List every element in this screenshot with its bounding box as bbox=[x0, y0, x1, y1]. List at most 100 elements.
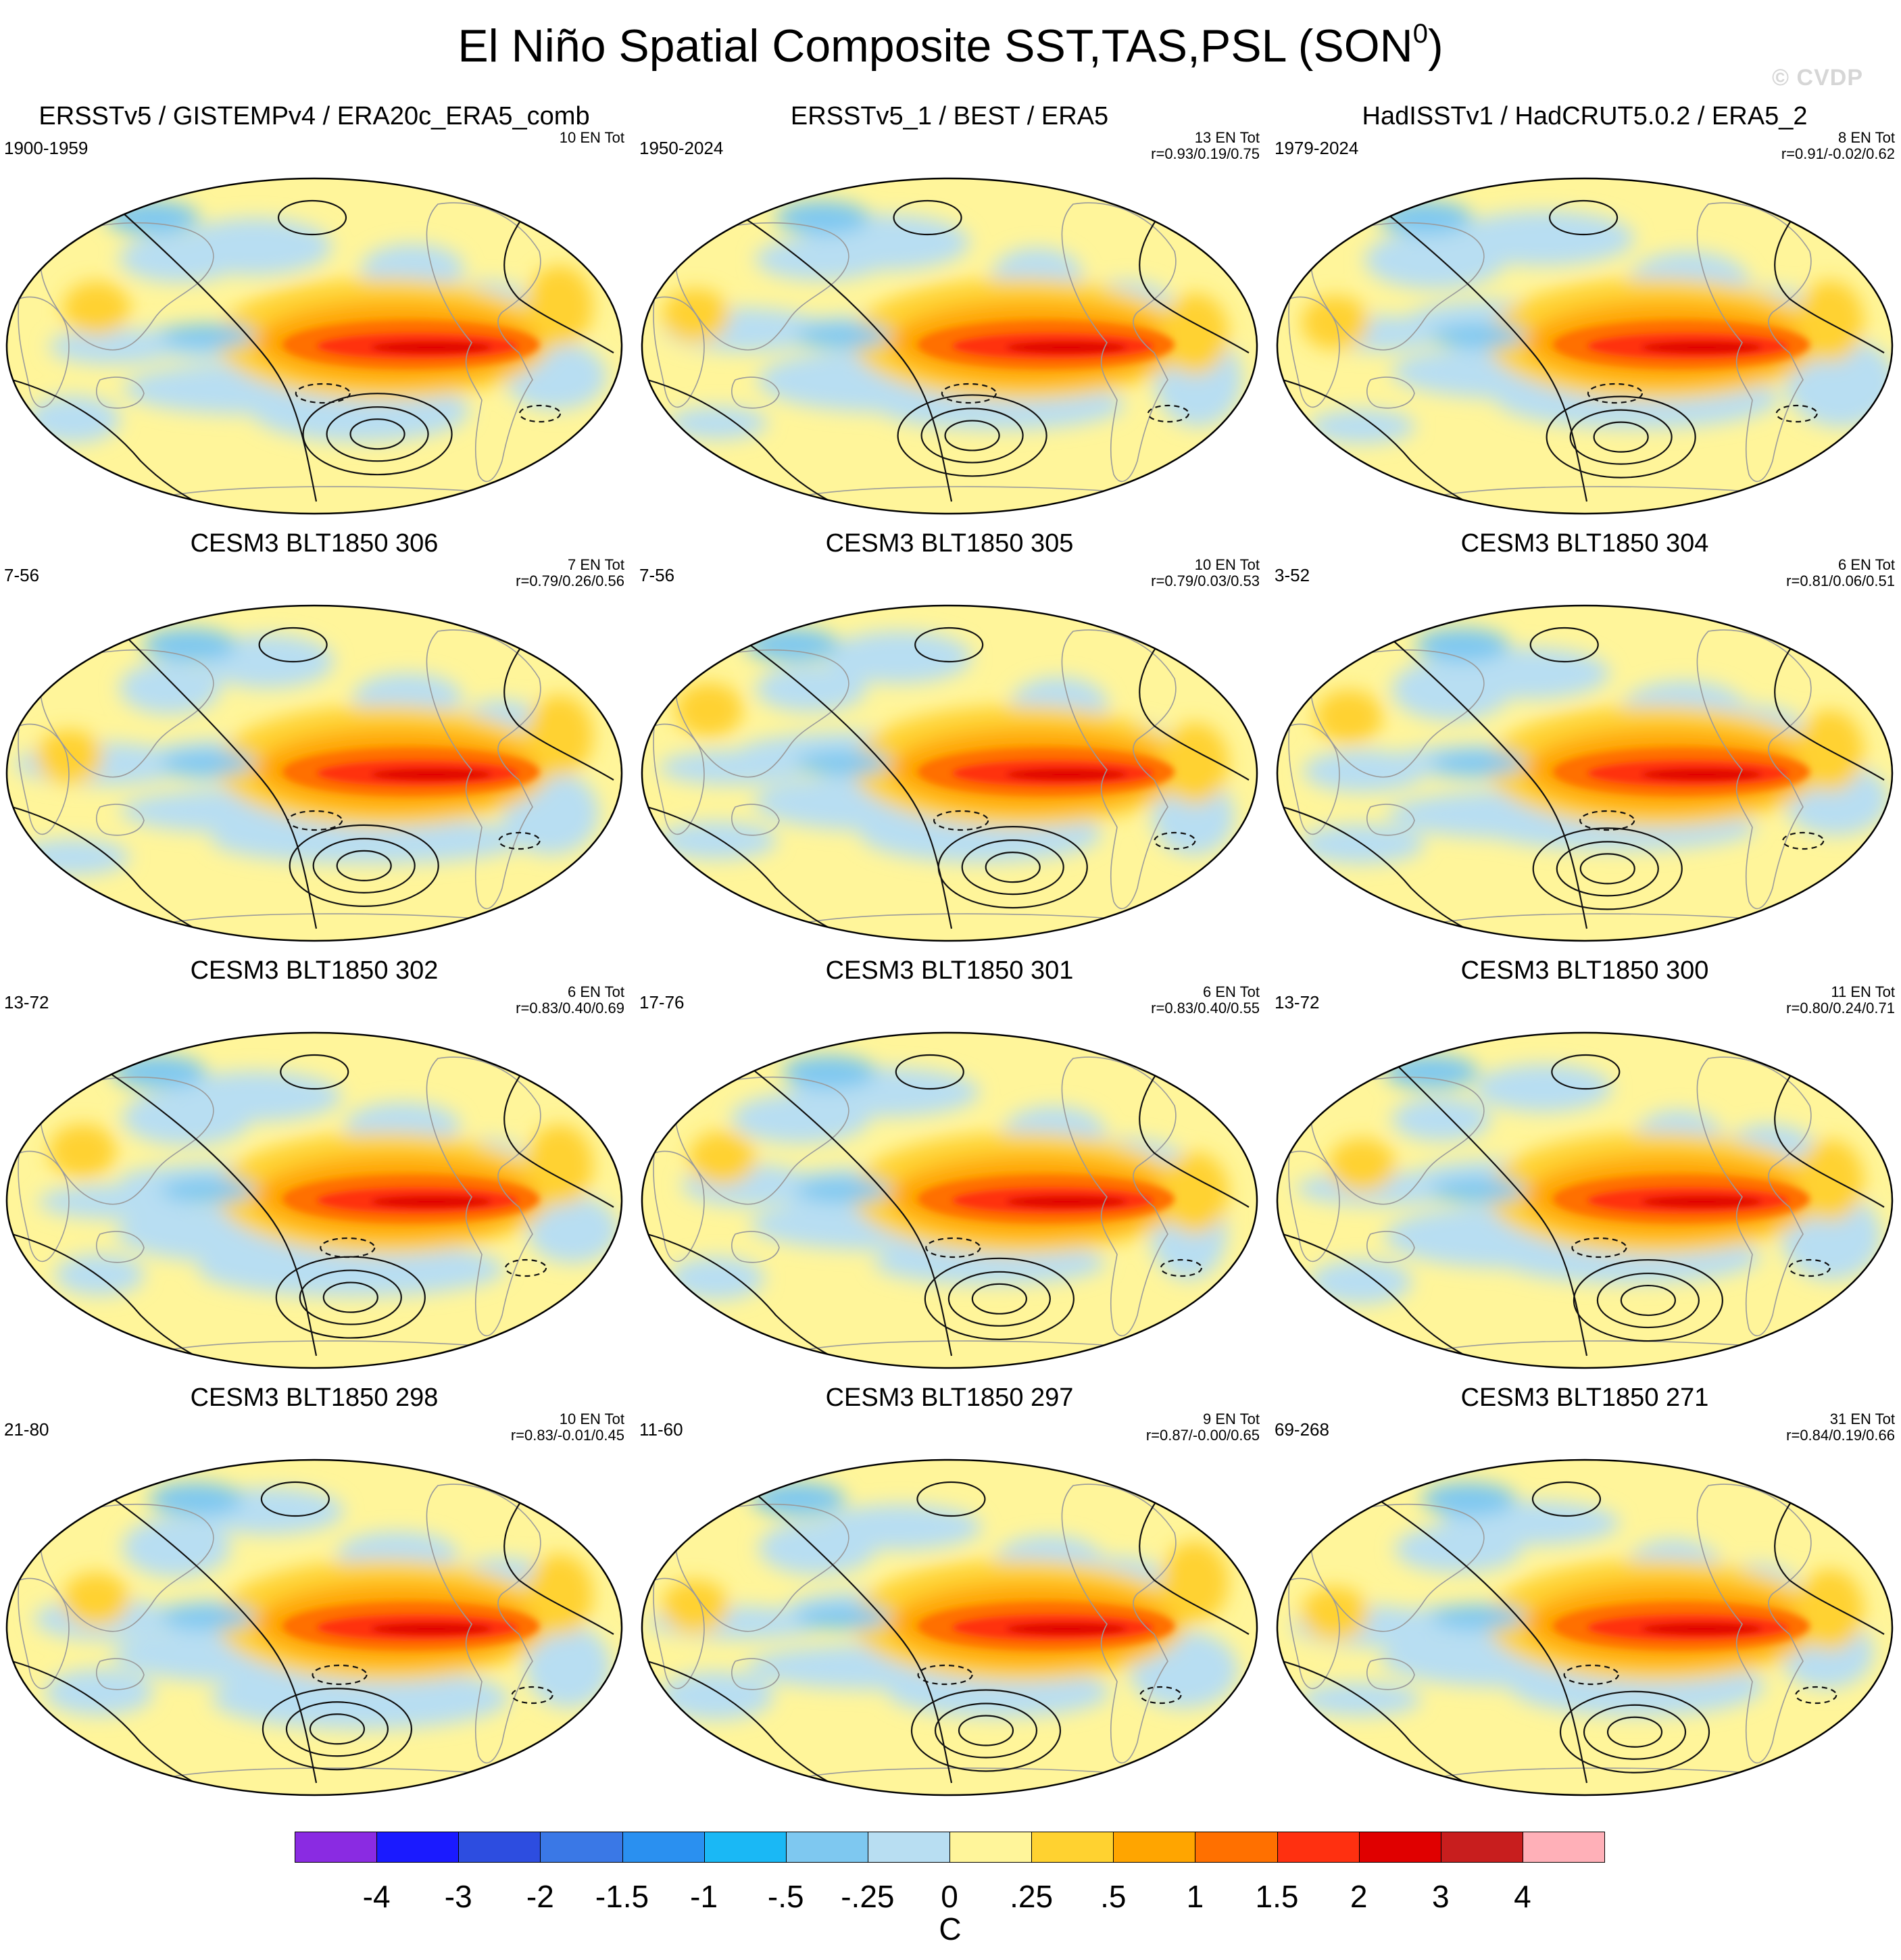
global-anomaly-map bbox=[641, 604, 1258, 942]
coastline-outline bbox=[731, 376, 780, 409]
psl-contour-negative bbox=[933, 810, 989, 831]
map-panel: CESM3 BLT1850 306 7-56 7 EN Tot r=0.79/0.26… bbox=[0, 529, 628, 948]
cool-anomaly-region bbox=[1421, 1482, 1516, 1516]
coastline-outline bbox=[1366, 804, 1415, 836]
panel-title: ERSSTv5 / GISTEMPv4 / ERA20c_ERA5_comb bbox=[39, 102, 590, 130]
cool-anomaly-region bbox=[1391, 1097, 1491, 1142]
psl-contour bbox=[985, 852, 1041, 883]
psl-contour bbox=[1389, 1058, 1588, 1356]
panel-stats: 13 EN Tot r=0.93/0.19/0.75 bbox=[1151, 130, 1260, 162]
panel-event-count: 9 EN Tot bbox=[1203, 1411, 1260, 1427]
cool-anomaly-region bbox=[211, 1667, 510, 1730]
map-panel: CESM3 BLT1850 304 3-52 6 EN Tot r=0.81/0.06… bbox=[1270, 529, 1899, 948]
coastline-outline bbox=[1366, 1658, 1415, 1690]
map-panel: HadISSTv1 / HadCRUT5.0.2 / ERA5_2 1979-20… bbox=[1270, 101, 1899, 520]
psl-contour-negative bbox=[1563, 1664, 1619, 1686]
coastline-outline bbox=[1061, 1484, 1177, 1764]
enso-warm-tongue bbox=[918, 1602, 1175, 1650]
globe-border bbox=[1276, 1459, 1894, 1796]
cool-anomaly-region bbox=[796, 751, 891, 775]
panel-title: CESM3 BLT1850 301 bbox=[825, 956, 1074, 985]
map-fill-layer bbox=[1277, 606, 1892, 941]
warm-anomaly-region bbox=[35, 729, 103, 784]
psl-contour bbox=[1356, 1485, 1588, 1784]
psl-contour bbox=[1282, 1660, 1479, 1790]
coastline-outline bbox=[96, 1231, 145, 1263]
psl-contour bbox=[934, 1702, 1038, 1759]
map-fill-layer bbox=[642, 178, 1257, 514]
cool-anomaly-region bbox=[668, 1256, 765, 1300]
coastline-outline bbox=[731, 1231, 780, 1263]
colorbar-tick-label: 1 bbox=[1186, 1879, 1204, 1914]
anomaly-field bbox=[1298, 628, 1890, 864]
psl-contour-negative bbox=[1587, 383, 1644, 404]
psl-contour-negative bbox=[941, 383, 997, 404]
cool-anomaly-region bbox=[119, 233, 243, 283]
warm-anomaly-region bbox=[1328, 1138, 1396, 1193]
psl-contour bbox=[1139, 1058, 1250, 1208]
coastline-outline bbox=[1696, 1484, 1812, 1764]
psl-contours bbox=[1282, 1054, 1885, 1363]
psl-contour-negative bbox=[511, 1686, 553, 1705]
psl-contour bbox=[924, 1257, 1075, 1340]
colorbar-tick-label: -1 bbox=[690, 1879, 718, 1914]
coastline-outline bbox=[1696, 629, 1812, 910]
psl-contour-negative bbox=[1775, 404, 1818, 423]
psl-contour bbox=[120, 631, 318, 929]
cool-anomaly-region bbox=[1391, 658, 1512, 721]
global-anomaly-map bbox=[641, 1459, 1258, 1796]
panel-title: CESM3 BLT1850 298 bbox=[190, 1383, 439, 1412]
map-fill-layer bbox=[1277, 1460, 1892, 1795]
psl-contour-negative bbox=[1160, 1258, 1202, 1277]
psl-contour-negative bbox=[504, 1258, 547, 1277]
map-fill-layer bbox=[7, 1033, 622, 1368]
psl-contour bbox=[961, 839, 1064, 896]
global-anomaly-map bbox=[1276, 1459, 1894, 1796]
warm-anomaly-region bbox=[1641, 768, 1762, 781]
warm-anomaly-region bbox=[61, 1572, 130, 1627]
psl-contour bbox=[1548, 199, 1619, 236]
coastline-outline bbox=[96, 1658, 145, 1690]
psl-contour bbox=[322, 1281, 378, 1313]
psl-contour bbox=[1139, 631, 1250, 781]
enso-warm-tongue bbox=[1553, 748, 1810, 796]
map-fill-layer bbox=[1277, 1033, 1892, 1368]
warm-anomaly-region bbox=[688, 1131, 756, 1185]
panel-event-count: 8 EN Tot bbox=[1838, 129, 1895, 146]
map-fill-layer bbox=[7, 178, 622, 514]
panel-event-count: 10 EN Tot bbox=[559, 1411, 624, 1427]
colorbar-swatch bbox=[703, 1832, 787, 1863]
coastline-outline bbox=[653, 723, 705, 835]
psl-contour bbox=[11, 1660, 209, 1790]
warm-anomaly-region bbox=[370, 768, 492, 781]
psl-contour bbox=[309, 1713, 366, 1745]
globe-border bbox=[641, 1459, 1258, 1796]
cool-anomaly-region bbox=[1431, 1605, 1526, 1630]
colorbar-swatch bbox=[622, 1832, 705, 1863]
coastline-outline bbox=[653, 1577, 705, 1690]
psl-contour bbox=[1569, 409, 1673, 465]
coastline-outline bbox=[1061, 629, 1177, 910]
psl-contour bbox=[1546, 395, 1696, 479]
globe-border bbox=[5, 1459, 623, 1796]
panel-years: 7-56 bbox=[639, 565, 675, 585]
global-anomaly-map bbox=[5, 604, 623, 942]
figure-title-superscript: 0 bbox=[1412, 19, 1429, 49]
panel-years: 11-60 bbox=[639, 1419, 683, 1440]
psl-contour bbox=[723, 203, 953, 502]
panel-event-count: 6 EN Tot bbox=[1838, 556, 1895, 573]
psl-contour bbox=[1579, 853, 1635, 885]
psl-contour bbox=[647, 806, 844, 936]
psl-contour-negative bbox=[320, 1237, 376, 1258]
psl-contour bbox=[893, 199, 962, 236]
panel-years: 69-268 bbox=[1275, 1419, 1329, 1440]
panel-event-count: 10 EN Tot bbox=[559, 129, 624, 146]
panel-stats: 8 EN Tot r=0.91/-0.02/0.62 bbox=[1781, 130, 1895, 162]
warm-anomaly-region bbox=[1796, 1140, 1864, 1221]
colorbar-swatch bbox=[295, 1832, 378, 1863]
psl-contour bbox=[1532, 827, 1683, 910]
global-anomaly-map bbox=[1276, 177, 1894, 515]
psl-contours bbox=[1282, 627, 1885, 936]
psl-contour bbox=[1529, 627, 1599, 663]
warm-anomaly-region bbox=[526, 265, 593, 347]
